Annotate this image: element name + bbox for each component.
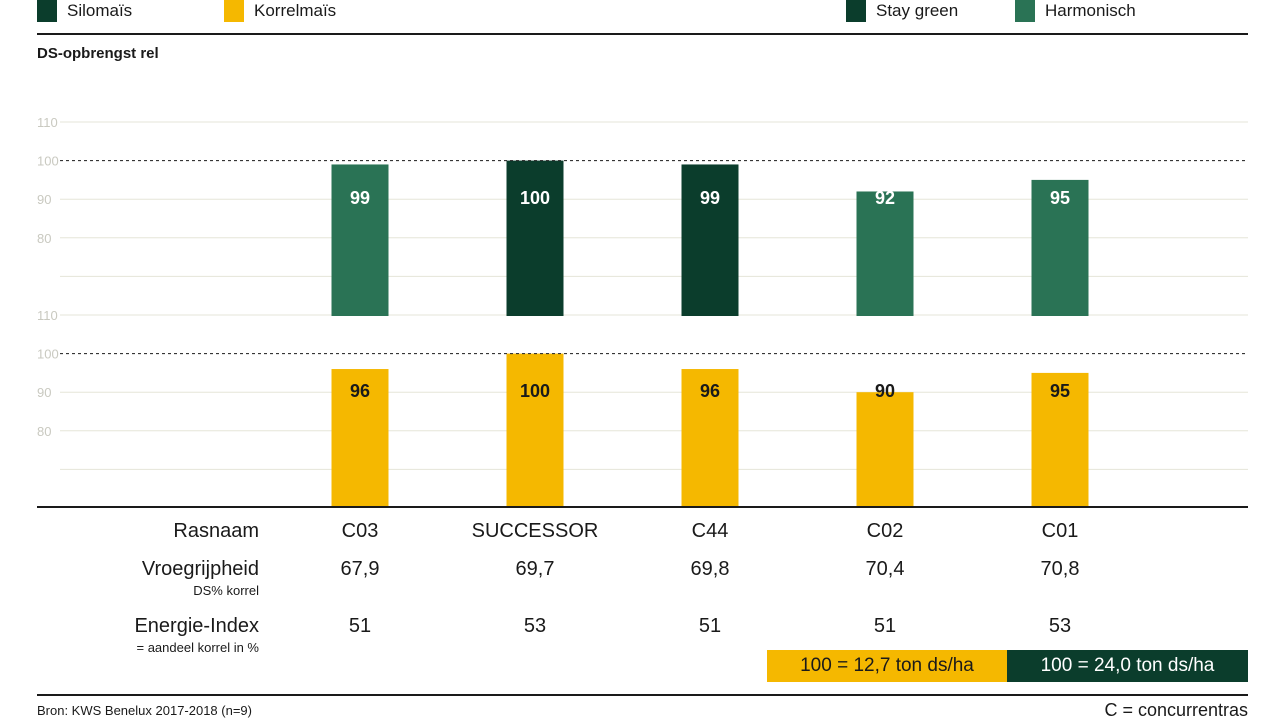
bar-label-korrelmais: 96 bbox=[700, 381, 720, 401]
vroegrijpheid-cell: 69,7 bbox=[515, 558, 555, 580]
bar-label-silomais: 92 bbox=[875, 188, 895, 208]
legend-label-silomais: Silomaïs bbox=[67, 1, 133, 20]
bar-korrelmais bbox=[1031, 372, 1089, 508]
bar-label-silomais: 99 bbox=[350, 188, 370, 208]
legend-item-korrelmais: Korrelmaïs bbox=[224, 0, 336, 22]
rasnaam-cell: C01 bbox=[1041, 520, 1079, 542]
energie-index-cell: 51 bbox=[348, 615, 372, 637]
energie-index-cell: 51 bbox=[698, 615, 722, 637]
bar-korrelmais bbox=[681, 369, 739, 508]
row-title-rasnaam: Rasnaam bbox=[173, 520, 259, 542]
y-tick-label: 110 bbox=[37, 308, 58, 323]
legend-swatch-korrelmais bbox=[224, 0, 244, 22]
y-tick-label: 90 bbox=[37, 192, 51, 207]
y-tick-label: 80 bbox=[37, 424, 51, 439]
rasnaam-cell: C03 bbox=[341, 520, 379, 542]
row-title-energie-index: Energie-Index bbox=[134, 615, 259, 637]
bottom-rule bbox=[37, 694, 1248, 696]
energie-index-cell: 53 bbox=[1048, 615, 1072, 637]
energie-index-cell: 51 bbox=[873, 615, 897, 637]
bar-silomais bbox=[681, 164, 739, 316]
legend-label-harmonisch: Harmonisch bbox=[1045, 1, 1136, 20]
bar-label-korrelmais: 100 bbox=[520, 381, 550, 401]
bar-silomais bbox=[1031, 179, 1089, 316]
legend-swatch-stay-green bbox=[846, 0, 866, 22]
row-sub-energie-index: = aandeel korrel in % bbox=[136, 640, 260, 655]
legend-swatch-silomais bbox=[37, 0, 57, 22]
bar-korrelmais bbox=[506, 353, 564, 508]
bar-label-korrelmais: 90 bbox=[875, 381, 895, 401]
energie-index-cell: 53 bbox=[523, 615, 547, 637]
bar-label-korrelmais: 96 bbox=[350, 381, 370, 401]
chart-area: 110 100 90 80 110 100 90 80 99 96 100 100 99 96 92 90 95… bbox=[37, 115, 1248, 508]
rasnaam-cell: C02 bbox=[866, 520, 904, 542]
y-axis-title: DS-opbrengst rel bbox=[37, 45, 159, 62]
bar-silomais bbox=[506, 160, 564, 316]
legend: Silomaïs Korrelmaïs Stay green Harmonisc… bbox=[0, 0, 1280, 24]
legend-item-stay-green: Stay green bbox=[846, 0, 958, 22]
competitor-note: C = concurrentras bbox=[1104, 700, 1248, 720]
vroegrijpheid-cell: 70,4 bbox=[865, 558, 905, 580]
y-tick-label: 100 bbox=[37, 154, 59, 169]
bar-label-silomais: 99 bbox=[700, 188, 720, 208]
bar-label-korrelmais: 95 bbox=[1050, 381, 1070, 401]
rasnaam-cell: SUCCESSOR bbox=[471, 520, 599, 542]
legend-label-stay-green: Stay green bbox=[876, 1, 959, 20]
bar-korrelmais bbox=[331, 369, 389, 508]
y-tick-label: 100 bbox=[37, 347, 59, 362]
bar-label-silomais: 95 bbox=[1050, 188, 1070, 208]
legend-item-harmonisch: Harmonisch bbox=[1015, 0, 1136, 22]
vroegrijpheid-cell: 69,8 bbox=[690, 558, 730, 580]
bar-korrelmais bbox=[856, 392, 914, 508]
y-tick-label: 90 bbox=[37, 385, 51, 400]
reference-silomais: 100 = 24,0 ton ds/ha bbox=[1007, 650, 1248, 682]
bar-silomais bbox=[331, 164, 389, 316]
source-note: Bron: KWS Benelux 2017-2018 (n=9) bbox=[37, 703, 252, 718]
row-sub-vroegrijpheid: DS% korrel bbox=[193, 583, 259, 598]
legend-swatch-harmonisch bbox=[1015, 0, 1035, 22]
legend-label-korrelmais: Korrelmaïs bbox=[254, 1, 337, 20]
reference-korrelmais: 100 = 12,7 ton ds/ha bbox=[767, 650, 1007, 682]
bar-label-silomais: 100 bbox=[520, 188, 550, 208]
y-tick-label: 110 bbox=[37, 115, 58, 130]
bar-silomais bbox=[856, 191, 914, 316]
legend-item-silomais: Silomaïs bbox=[37, 0, 132, 22]
vroegrijpheid-cell: 70,8 bbox=[1040, 558, 1080, 580]
y-tick-label: 80 bbox=[37, 231, 51, 246]
rasnaam-cell: C44 bbox=[691, 520, 729, 542]
row-title-vroegrijpheid: Vroegrijpheid bbox=[141, 558, 259, 580]
top-rule bbox=[37, 33, 1248, 35]
vroegrijpheid-cell: 67,9 bbox=[340, 558, 380, 580]
